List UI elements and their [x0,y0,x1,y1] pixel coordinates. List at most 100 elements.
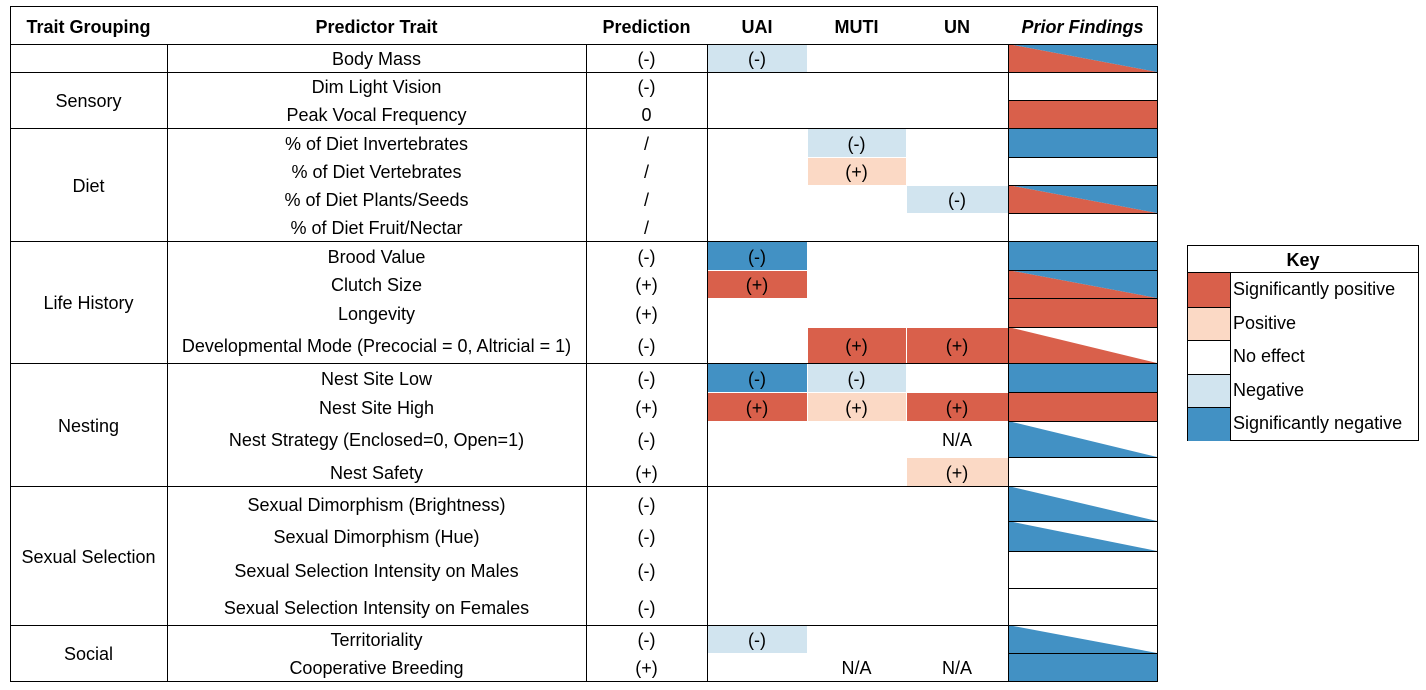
prior-findings-cell [1008,298,1157,327]
prior-negative-triangle [1008,625,1157,653]
group-separator [10,128,1158,129]
prior-findings-cell [1008,128,1157,157]
prior-row-border [1008,486,1158,487]
prior-findings-cell [1008,270,1157,298]
trait-group-label: Diet [72,175,105,196]
prior-negative-triangle [1008,486,1157,521]
prior-row-border [1008,588,1158,589]
un-cell-fill [907,186,1008,213]
predictor-trait-label: Longevity [337,303,416,324]
predictor-trait-label: % of Diet Plants/Seeds [284,190,469,210]
prediction-value: (-) [637,560,656,581]
un-value: (+) [945,397,969,418]
muti-cell-fill [808,328,906,363]
color-key: Key Significantly positive Positive No eff… [1187,245,1419,441]
muti-cell-fill [808,364,906,392]
muti-value: (+) [845,336,868,356]
un-cell-fill [907,458,1008,486]
predictor-trait-label: Body Mass [331,49,422,69]
prior-positive-triangle [1008,327,1157,363]
prior-row-border [1008,625,1158,626]
un-value: N/A [941,430,973,450]
muti-cell-fill [808,158,906,185]
uai-value: (-) [748,49,766,69]
prior-row-border [1008,521,1158,522]
header-prior-findings: Prior Findings [1021,17,1144,37]
trait-group-label: Social [63,644,114,664]
muti-value: (+) [845,162,868,182]
prior-findings-cell [1008,44,1157,72]
predictor-trait-label: Dim Light Vision [311,77,442,97]
uai-value: (-) [748,630,766,650]
trait-group-label: Nesting [57,415,120,436]
prior-fill [1008,392,1157,421]
trait-group-label: Sexual Selection [21,546,156,567]
predictor-trait-label: % of Diet Invertebrates [284,133,469,154]
prior-findings-cell [1008,241,1157,270]
trait-group-label: Life History [43,293,134,313]
prior-fill [1008,128,1157,157]
table-top-border [10,6,1158,7]
prior-fill [1008,241,1157,270]
prior-fill [1008,100,1157,128]
header-bottom-border [10,44,1158,45]
prior-fill [1008,653,1157,681]
prior-findings-cell [1008,157,1157,185]
prediction-value: / [643,190,650,210]
un-cell-fill [907,328,1008,363]
prediction-value: (-) [637,597,656,618]
prior-row-border [1008,457,1158,458]
un-cell-fill [907,393,1008,421]
trait-group-label: Sensory [55,91,122,111]
prediction-value: (+) [635,462,658,483]
prior-row-border [1008,270,1158,271]
prediction-value: (-) [637,494,656,515]
key-swatch-significantly-positive [1187,273,1231,307]
table-bottom-border [10,681,1158,682]
prior-row-border [1008,213,1158,214]
prior-row-border [1008,241,1158,242]
group-separator [10,486,1158,487]
uai-cell-fill [708,242,807,270]
prediction-value: (-) [637,368,656,389]
uai-cell-fill [708,271,807,298]
prior-row-border [1008,72,1158,73]
predictor-trait-label: Sexual Dimorphism (Hue) [273,527,480,547]
prior-findings-cell [1008,551,1157,588]
group-separator [10,241,1158,242]
prediction-value: (-) [637,246,656,267]
prediction-value: (+) [635,397,658,418]
prediction-value: (-) [637,336,656,356]
prediction-value: (-) [637,630,656,650]
prior-row-border [1008,551,1158,552]
prior-row-border [1008,100,1158,101]
key-swatch-positive [1187,306,1231,341]
prior-row-border [1008,157,1158,158]
prediction-value: (-) [637,49,656,69]
prior-row-border [1008,421,1158,422]
table-left-border [10,6,11,682]
header-prediction: Prediction [602,17,691,37]
prior-findings-cell [1008,588,1157,625]
prediction-value: (+) [635,303,658,324]
prior-row-border [1008,185,1158,186]
table-right-border [1157,6,1158,682]
prior-negative-triangle [1008,421,1157,457]
key-swatch-negative [1187,373,1231,408]
prior-row-border [1008,392,1158,393]
group-separator [10,363,1158,364]
uai-value: (-) [748,246,766,267]
prediction-value: (-) [637,527,656,547]
un-value: N/A [941,658,973,678]
header-trait-grouping: Trait Grouping [26,17,151,37]
prior-findings-cell [1008,327,1157,363]
prior-findings-cell [1008,521,1157,551]
prior-findings-cell [1008,100,1157,128]
key-title: Key [1187,245,1419,273]
header-muti: MUTI [834,17,879,37]
predictor-trait-label: % of Diet Fruit/Nectar [290,218,463,238]
predictor-trait-label: Sexual Selection Intensity on Males [234,560,519,581]
muti-value: (+) [845,397,868,418]
prior-row-border [1008,298,1158,299]
prior-fill [1008,298,1157,327]
